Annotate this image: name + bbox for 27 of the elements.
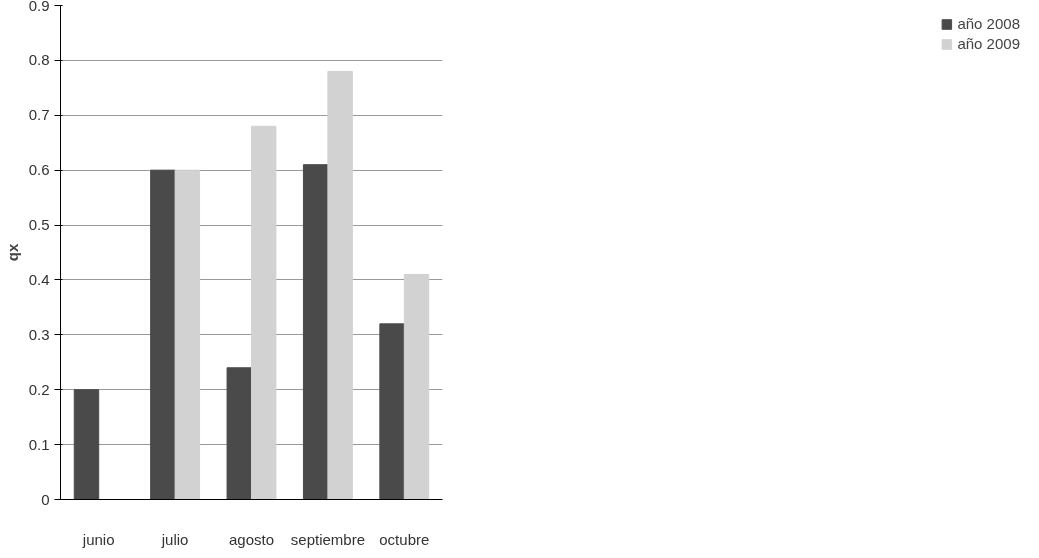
y-tick-label: 0.1 — [28, 435, 50, 453]
legend-label: año 2009 — [957, 35, 1020, 52]
bar — [226, 367, 252, 500]
y-tick-label: 0.4 — [28, 270, 50, 288]
x-tick-label: septiembre — [290, 530, 365, 548]
x-tick-label: agosto — [228, 530, 275, 548]
y-axis-title: qx — [3, 243, 21, 262]
bar — [302, 164, 329, 500]
y-tick-label: 0.5 — [28, 216, 50, 234]
bar — [174, 169, 201, 500]
x-tick-label: junio — [81, 530, 115, 548]
bar — [251, 125, 277, 500]
y-tick-label: 0.7 — [28, 106, 50, 124]
y-tick-label: 0.2 — [28, 380, 50, 398]
legend-label: año 2008 — [957, 15, 1020, 32]
y-tick-label: 0.6 — [28, 161, 50, 179]
y-tick-label: 0.8 — [28, 51, 50, 69]
y-tick-label: 0 — [41, 490, 50, 508]
bar — [73, 389, 100, 500]
bar — [379, 323, 405, 500]
bar — [327, 70, 353, 500]
x-tick-label: octubre — [379, 530, 430, 548]
y-tick-label: 0.9 — [28, 0, 50, 14]
y-tick-label: 0.3 — [28, 325, 50, 343]
x-tick-label: julio — [160, 530, 189, 548]
bar — [403, 273, 430, 500]
bar — [150, 169, 176, 500]
